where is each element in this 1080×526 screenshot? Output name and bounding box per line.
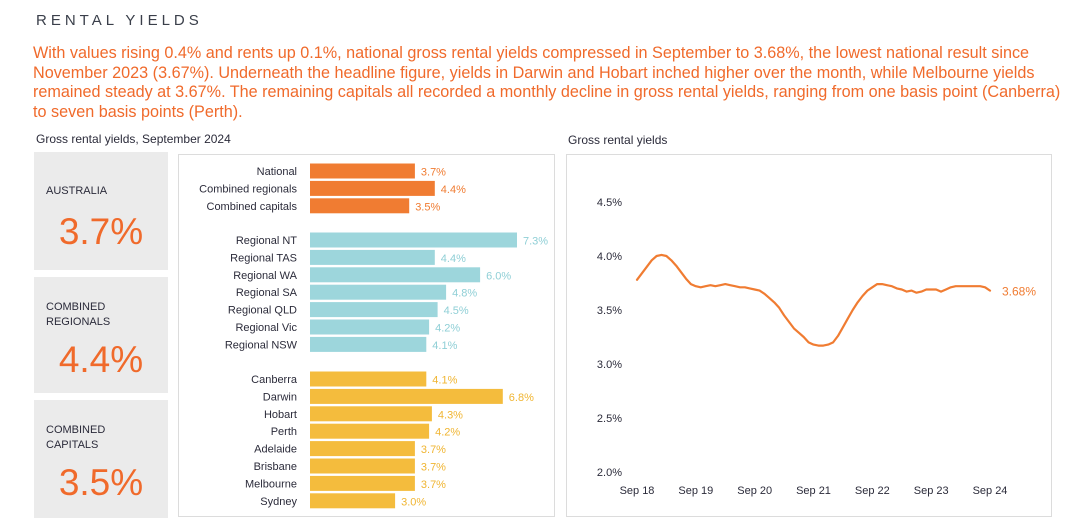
bar-category-label-regional-nsw: Regional NSW: [225, 339, 298, 351]
bar-regional-sa: [310, 284, 447, 300]
y-tick-label-3-5: 3.5%: [597, 305, 622, 317]
bar-value-label-regional-vic: 4.2%: [435, 323, 460, 335]
bar-category-label-hobart: Hobart: [264, 409, 297, 421]
intro-paragraph: With values rising 0.4% and rents up 0.1…: [33, 44, 1061, 121]
bar-adelaide: [310, 441, 415, 457]
bar-value-label-regional-wa: 6.0%: [486, 270, 511, 282]
bar-national: [310, 163, 415, 179]
bar-value-label-regional-nsw: 4.1%: [432, 340, 457, 352]
stat-value: 3.7%: [58, 211, 144, 252]
line-series-gross-rental-yields: [635, 253, 992, 347]
bar-category-label-combined-regionals: Combined regionals: [199, 183, 297, 195]
bar-category-label-regional-sa: Regional SA: [236, 287, 298, 299]
bar-value-label-perth: 4.2%: [435, 427, 460, 439]
y-tick-label-3-0: 3.0%: [597, 359, 622, 371]
bar-value-label-darwin: 6.8%: [509, 392, 534, 404]
x-tick-label-sep-21: Sep 21: [796, 485, 831, 497]
bar-category-label-brisbane: Brisbane: [254, 461, 297, 473]
bar-melbourne: [310, 475, 415, 491]
bar-combined-capitals: [310, 198, 410, 214]
stat-label: COMBINED CAPITALS: [46, 424, 106, 451]
bar-regional-nsw: [310, 336, 427, 352]
stat-card-combined-capitals: COMBINED CAPITALS 3.5%: [34, 400, 168, 518]
x-tick-label-sep-20: Sep 20: [737, 485, 772, 497]
bar-category-label-adelaide: Adelaide: [254, 444, 297, 456]
bar-category-label-regional-wa: Regional WA: [233, 270, 297, 282]
bar-perth: [310, 423, 430, 439]
bar-category-label-darwin: Darwin: [263, 391, 297, 403]
stat-label: AUSTRALIA: [46, 185, 108, 197]
stat-label: COMBINED REGIONALS: [46, 301, 111, 328]
stat-value: 3.5%: [58, 462, 144, 503]
bar-category-label-regional-qld: Regional QLD: [228, 305, 297, 317]
bar-value-label-national: 3.7%: [421, 167, 446, 179]
bar-value-label-hobart: 4.3%: [438, 409, 463, 421]
line-end-label: 3.68%: [1002, 285, 1036, 299]
bar-regional-nt: [310, 232, 517, 248]
bar-regional-qld: [310, 302, 438, 318]
bar-value-label-canberra: 4.1%: [432, 375, 457, 387]
bar-category-label-regional-vic: Regional Vic: [235, 322, 297, 334]
x-tick-label-sep-19: Sep 19: [678, 485, 713, 497]
line-chart: 4.5% 4.0% 3.5% 3.0% 2.5% 2.0% Sep 18 Sep 19 Sep …: [597, 197, 1036, 497]
bar-chart-subtitle: Gross rental yields, September 2024: [36, 132, 231, 146]
bar-chart: National 3.7% Combined regionals 4.4% Combin…: [199, 163, 548, 509]
bar-brisbane: [310, 458, 415, 474]
x-tick-label-sep-22: Sep 22: [855, 485, 890, 497]
bar-hobart: [310, 406, 432, 422]
bar-category-label-sydney: Sydney: [260, 496, 297, 508]
bar-chart-panel: National 3.7% Combined regionals 4.4% Combin…: [178, 154, 555, 517]
bar-value-label-combined-regionals: 4.4%: [441, 184, 466, 196]
bar-canberra: [310, 371, 427, 387]
bar-value-label-regional-qld: 4.5%: [444, 305, 469, 317]
bar-value-label-sydney: 3.0%: [401, 496, 426, 508]
x-tick-label-sep-24: Sep 24: [973, 485, 1008, 497]
stat-card-combined-regionals: COMBINED REGIONALS 4.4%: [34, 277, 168, 393]
y-tick-label-2-0: 2.0%: [597, 467, 622, 479]
bar-value-label-regional-tas: 4.4%: [441, 253, 466, 265]
line-chart-subtitle: Gross rental yields: [568, 133, 668, 147]
bar-regional-wa: [310, 267, 481, 283]
bar-category-label-canberra: Canberra: [251, 374, 298, 386]
bar-darwin: [310, 388, 503, 404]
stat-card-australia: AUSTRALIA 3.7%: [34, 152, 168, 270]
line-chart-panel: 4.5% 4.0% 3.5% 3.0% 2.5% 2.0% Sep 18 Sep 19 Sep …: [566, 154, 1052, 517]
stat-value: 4.4%: [58, 339, 144, 380]
section-title: RENTAL YIELDS: [36, 12, 203, 29]
bar-value-label-brisbane: 3.7%: [421, 462, 446, 474]
x-tick-label-sep-23: Sep 23: [914, 485, 949, 497]
y-tick-label-4-5: 4.5%: [597, 197, 622, 209]
bar-value-label-combined-capitals: 3.5%: [415, 201, 440, 213]
bar-category-label-national: National: [257, 166, 297, 178]
bar-category-label-melbourne: Melbourne: [245, 478, 297, 490]
y-tick-label-2-5: 2.5%: [597, 413, 622, 425]
bar-sydney: [310, 493, 396, 509]
bar-value-label-regional-nt: 7.3%: [523, 236, 548, 248]
bar-value-label-regional-sa: 4.8%: [452, 288, 477, 300]
bar-value-label-adelaide: 3.7%: [421, 444, 446, 456]
bar-value-label-melbourne: 3.7%: [421, 479, 446, 491]
bar-regional-vic: [310, 319, 430, 335]
bar-combined-regionals: [310, 180, 435, 196]
bar-regional-tas: [310, 249, 435, 265]
bar-category-label-perth: Perth: [271, 426, 297, 438]
bar-category-label-regional-nt: Regional NT: [236, 235, 297, 247]
x-tick-label-sep-18: Sep 18: [620, 485, 655, 497]
bar-category-label-combined-capitals: Combined capitals: [207, 201, 298, 213]
y-tick-label-4-0: 4.0%: [597, 251, 622, 263]
bar-category-label-regional-tas: Regional TAS: [230, 252, 297, 264]
